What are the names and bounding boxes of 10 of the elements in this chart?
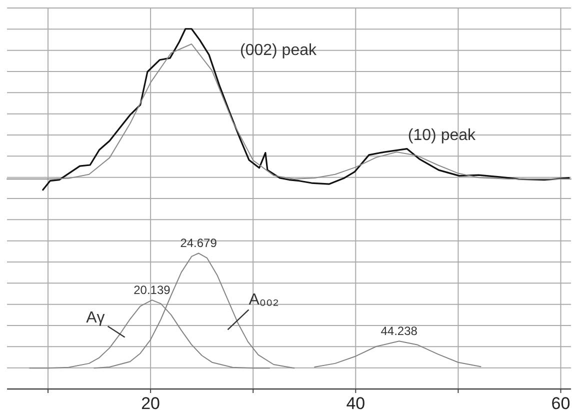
- annotation: (10) peak: [408, 126, 477, 144]
- x-tick-label: 20: [141, 394, 160, 410]
- annotation: 44.238: [380, 324, 418, 338]
- annotation: Aγ: [86, 309, 105, 326]
- annotation: 24.679: [180, 236, 218, 250]
- x-tick-label: 60: [551, 394, 570, 410]
- annotation: 20.139: [134, 283, 171, 298]
- x-tick-label: 40: [346, 394, 366, 410]
- annotation: A₀₀₂: [248, 292, 279, 309]
- annotation: (002) peak: [240, 42, 318, 59]
